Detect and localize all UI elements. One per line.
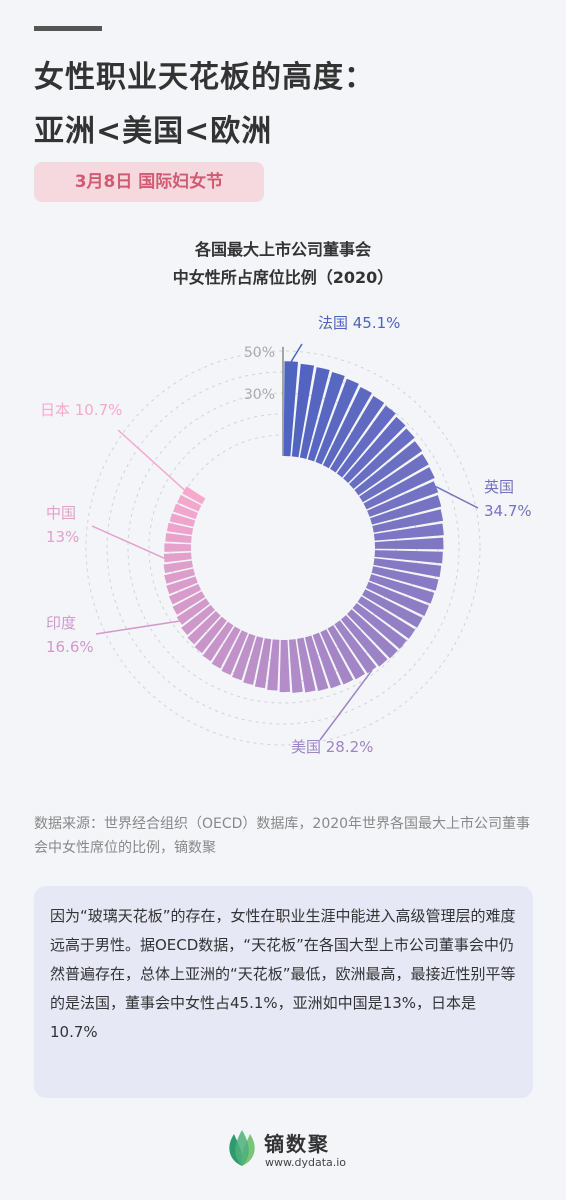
bar <box>349 428 415 489</box>
bar <box>163 552 192 563</box>
bar <box>299 367 330 460</box>
bar <box>279 639 291 693</box>
callout-value: 13% <box>46 528 79 546</box>
callout-label: 美国 28.2% <box>291 738 373 756</box>
bar <box>177 494 202 512</box>
callout-country: 印度 <box>46 614 76 632</box>
bar <box>169 513 196 527</box>
bar <box>304 635 329 691</box>
data-source-note: 数据来源：世界经合组织（OECD）数据库，2020年世界各国最大上市公司董事会中… <box>34 816 531 856</box>
callout-country: 中国 <box>46 504 76 522</box>
bar <box>352 602 407 649</box>
grid-ring <box>106 371 460 725</box>
callout-label: 日本 10.7% <box>40 401 122 419</box>
leaf-logo-icon <box>229 1130 255 1166</box>
bar <box>166 576 198 595</box>
bar <box>373 523 444 541</box>
bar <box>164 568 196 584</box>
bar <box>340 615 388 667</box>
bar <box>164 543 192 552</box>
gridline-label: 50% <box>244 345 275 361</box>
chart-title-line1: 各国最大上市公司董事会 <box>194 240 371 259</box>
bar <box>254 638 272 689</box>
summary-text: 因为“玻璃天花板”的存在，女性在职业生涯中能进入高级管理层的难度远高于男性。据O… <box>50 907 516 1041</box>
page-title-line1: 女性职业天花板的高度： <box>34 60 375 95</box>
callout-value: 34.7% <box>484 502 532 520</box>
summary-card: 因为“玻璃天花板”的存在，女性在职业生涯中能进入高级管理层的难度远高于男性。据O… <box>34 886 533 1098</box>
date-badge: 3月8日 国际妇女节 <box>34 162 264 202</box>
brand-url: www.dydata.io <box>265 1156 347 1169</box>
callout-line <box>435 486 479 509</box>
radial-bar-chart: 30% 50% 法国 45.1% 英国 34.7% 美国 28.2% 印度 16.6% 中国 13… <box>40 314 532 756</box>
bar <box>354 441 423 496</box>
bar <box>373 558 442 578</box>
bar <box>362 589 423 628</box>
bar <box>369 574 435 604</box>
bar <box>296 637 316 693</box>
bar <box>243 636 264 685</box>
bar <box>315 378 359 465</box>
bar <box>221 630 248 675</box>
bar <box>372 509 444 533</box>
bar <box>181 604 215 636</box>
bar <box>327 625 366 680</box>
title-accent-bar <box>34 26 102 31</box>
callout-label: 法国 45.1% <box>318 314 400 332</box>
bar <box>330 396 385 473</box>
callout-line <box>95 620 180 635</box>
bar <box>182 486 206 505</box>
bar <box>363 467 435 510</box>
gridline-label: 30% <box>244 387 275 403</box>
bar <box>202 621 234 662</box>
bar <box>176 598 210 625</box>
bar <box>320 629 354 685</box>
bar <box>166 522 194 535</box>
bar <box>365 581 429 617</box>
bar <box>347 609 398 659</box>
bar <box>232 633 256 681</box>
bar <box>357 596 416 639</box>
bar <box>211 626 241 669</box>
bar <box>343 416 406 483</box>
chart-title-line2: 中女性所占席位比例（2020） <box>172 268 394 287</box>
bar <box>172 591 206 615</box>
bar <box>336 405 396 478</box>
brand-name: 镝数聚 <box>264 1132 330 1156</box>
bar <box>163 560 194 574</box>
bar <box>374 550 443 564</box>
bar <box>194 616 227 654</box>
bar <box>291 363 315 458</box>
bar <box>334 620 377 674</box>
callout-value: 16.6% <box>46 638 94 656</box>
bar <box>367 481 439 517</box>
bar <box>168 583 202 605</box>
callout-country: 英国 <box>484 478 514 496</box>
bar <box>312 632 341 689</box>
bar <box>322 386 372 469</box>
callout-line <box>290 343 303 362</box>
bar <box>371 566 439 591</box>
bar <box>370 495 442 525</box>
bar <box>283 361 298 457</box>
bar <box>165 533 192 543</box>
callout-line <box>319 669 373 741</box>
bar <box>173 503 198 520</box>
bar <box>288 639 303 693</box>
callout-line <box>117 429 185 491</box>
page-title-line2: 亚洲<美国<欧洲 <box>34 114 273 149</box>
grid-ring <box>85 350 481 746</box>
callout-line <box>91 525 165 559</box>
bar <box>187 610 221 645</box>
bar <box>359 454 429 503</box>
bar <box>307 372 345 462</box>
bar <box>374 537 444 550</box>
bar <box>267 639 280 691</box>
